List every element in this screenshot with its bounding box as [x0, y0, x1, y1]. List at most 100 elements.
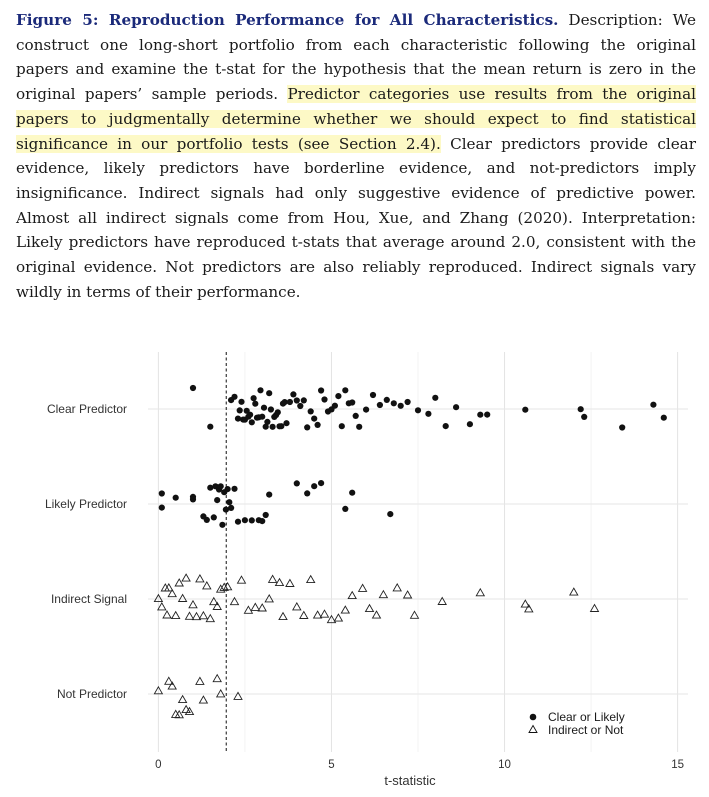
data-point-circle — [342, 387, 349, 394]
data-point-triangle — [184, 611, 195, 620]
data-point-triangle — [177, 694, 188, 704]
data-points — [153, 384, 667, 719]
data-point-circle — [158, 490, 165, 497]
data-point-circle — [331, 402, 338, 409]
data-point-triangle — [312, 610, 323, 619]
data-point-circle — [387, 511, 394, 518]
data-point-circle — [311, 483, 318, 490]
data-point-circle — [226, 499, 233, 506]
data-point-triangle — [170, 610, 181, 620]
legend-label-clear-likely: Clear or Likely — [548, 710, 625, 724]
data-point-triangle — [215, 584, 226, 593]
data-point-triangle — [274, 577, 285, 587]
data-point-circle — [383, 396, 390, 403]
data-point-triangle — [181, 573, 191, 582]
category-label: Likely Predictor — [45, 497, 127, 511]
data-point-circle — [293, 397, 300, 404]
data-point-circle — [214, 497, 221, 504]
data-point-triangle — [305, 574, 316, 584]
data-point-circle — [158, 504, 165, 511]
data-point-triangle — [212, 673, 222, 683]
data-point-triangle — [162, 610, 172, 619]
x-tick-label: 5 — [328, 759, 334, 771]
data-point-circle — [300, 397, 307, 404]
data-point-circle — [262, 511, 269, 519]
data-point-circle — [259, 518, 266, 525]
data-point-triangle — [357, 583, 368, 592]
data-point-circle — [257, 387, 264, 394]
data-point-circle — [238, 398, 245, 405]
data-point-triangle — [233, 691, 243, 700]
data-point-circle — [210, 514, 217, 521]
legend-circle-marker — [529, 713, 537, 721]
caption-interpretation: Clear predictors provide clear evidence,… — [16, 134, 696, 301]
data-point-circle — [250, 395, 257, 402]
data-point-circle — [338, 423, 345, 430]
data-point-circle — [248, 517, 255, 524]
data-point-triangle — [299, 610, 309, 619]
data-point-triangle — [524, 603, 534, 613]
data-point-triangle — [475, 587, 486, 597]
data-point-triangle — [167, 681, 177, 690]
data-point-triangle — [181, 704, 191, 714]
legend-label-indirect-not: Indirect or Not — [548, 723, 624, 737]
data-point-triangle — [520, 599, 531, 608]
data-point-triangle — [392, 582, 402, 592]
data-point-circle — [260, 404, 268, 411]
data-point-circle — [219, 521, 226, 528]
data-point-circle — [283, 420, 290, 427]
data-point-triangle — [191, 611, 202, 621]
data-point-triangle — [174, 578, 184, 587]
data-point-circle — [442, 423, 449, 430]
data-point-circle — [267, 406, 274, 413]
data-point-triangle — [285, 578, 295, 587]
data-point-circle — [356, 423, 363, 430]
data-point-circle — [363, 406, 370, 413]
data-point-circle — [369, 391, 377, 399]
data-point-triangle — [371, 610, 382, 619]
data-point-triangle — [167, 588, 177, 598]
data-point-triangle — [198, 695, 209, 704]
x-axis-label: t-statistic — [384, 773, 436, 788]
data-point-circle — [222, 506, 229, 513]
data-point-triangle — [250, 602, 261, 611]
data-point-circle — [297, 402, 304, 410]
data-point-circle — [660, 414, 667, 421]
data-point-triangle — [437, 596, 447, 605]
data-point-circle — [307, 408, 314, 415]
data-point-circle — [189, 384, 197, 392]
data-point-triangle — [340, 605, 351, 614]
data-point-triangle — [278, 611, 288, 621]
data-point-triangle — [202, 580, 212, 590]
data-point-circle — [262, 423, 269, 430]
data-point-triangle — [157, 601, 167, 611]
data-point-triangle — [347, 590, 357, 600]
data-point-circle — [234, 518, 242, 525]
data-point-circle — [311, 415, 318, 422]
data-point-circle — [581, 413, 588, 420]
data-point-circle — [266, 390, 273, 397]
data-point-circle — [349, 489, 356, 496]
x-axis-ticks: 0 5 10 15 — [155, 759, 684, 771]
data-point-circle — [290, 391, 297, 398]
data-point-triangle — [236, 575, 247, 584]
data-point-circle — [269, 423, 276, 430]
data-point-circle — [172, 494, 179, 501]
legend-triangle-marker — [528, 724, 538, 733]
data-point-circle — [432, 394, 439, 401]
data-point-circle — [252, 400, 259, 407]
data-point-circle — [342, 505, 349, 512]
data-point-triangle — [177, 593, 188, 602]
data-point-circle — [318, 480, 325, 487]
data-point-circle — [349, 399, 356, 406]
strip-chart: Clear Predictor Likely Predictor Indirect … — [45, 352, 688, 788]
data-point-triangle — [188, 599, 198, 609]
data-point-circle — [304, 424, 311, 431]
data-point-circle — [484, 411, 491, 418]
category-label: Clear Predictor — [47, 402, 127, 416]
caption-description: Description: We construct one long-short… — [16, 11, 696, 104]
data-point-triangle — [195, 676, 205, 685]
data-point-circle — [189, 496, 197, 503]
category-label: Not Predictor — [57, 687, 127, 701]
data-point-circle — [259, 413, 266, 420]
